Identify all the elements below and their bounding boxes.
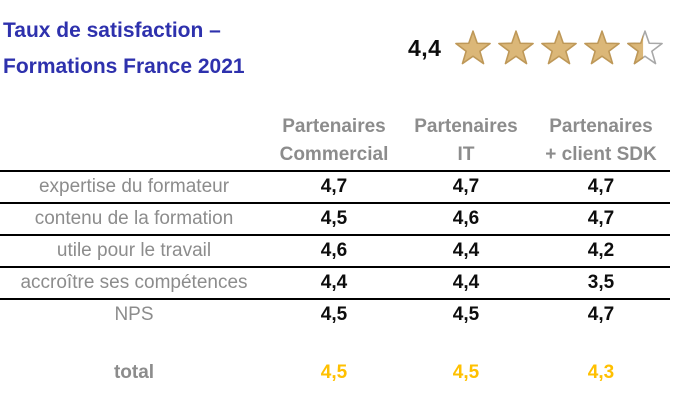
star-partial-icon — [627, 30, 664, 65]
row-value: 4,7 — [587, 176, 615, 197]
row-value: 4,4 — [452, 240, 480, 261]
column-header-line1: Partenaires — [414, 116, 518, 137]
star-full-icon — [498, 30, 535, 65]
row-label: contenu de la formation — [34, 208, 234, 229]
row-value: 4,5 — [320, 208, 348, 229]
row-value: 4,4 — [452, 272, 480, 293]
total-value: 4,5 — [452, 362, 480, 383]
total-value: 4,3 — [587, 362, 615, 383]
total-value: 4,5 — [320, 362, 348, 383]
total-label: total — [113, 362, 155, 383]
row-value: 4,4 — [320, 272, 348, 293]
row-value: 4,7 — [587, 208, 615, 229]
row-value: 4,5 — [320, 304, 348, 325]
table-row: expertise du formateur 4,7 4,7 4,7 — [0, 172, 670, 204]
column-header: Partenaires + client SDK — [532, 110, 670, 170]
row-label: NPS — [114, 304, 154, 325]
row-value: 3,5 — [587, 272, 615, 293]
star-full-icon — [455, 30, 492, 65]
page-title-line1: Taux de satisfaction – — [3, 19, 221, 42]
column-header-line2: + client SDK — [545, 144, 657, 165]
row-value: 4,5 — [452, 304, 480, 325]
row-label: utile pour le travail — [56, 240, 212, 261]
row-value: 4,7 — [320, 176, 348, 197]
table-row: NPS 4,5 4,5 4,7 — [0, 300, 670, 330]
table-spacer — [0, 330, 670, 357]
column-header-line2: Commercial — [279, 144, 389, 165]
row-value: 4,7 — [452, 176, 480, 197]
overall-rating: 4,4 — [408, 24, 664, 72]
page-title-line2: Formations France 2021 — [3, 55, 245, 78]
table-row: contenu de la formation 4,5 4,6 4,7 — [0, 204, 670, 236]
column-header-line1: Partenaires — [282, 116, 386, 137]
column-header: Partenaires Commercial — [268, 110, 400, 170]
header-empty-cell — [0, 110, 268, 170]
column-header-line1: Partenaires — [549, 116, 653, 137]
row-label: expertise du formateur — [38, 176, 230, 197]
table-row: utile pour le travail 4,6 4,4 4,2 — [0, 236, 670, 268]
satisfaction-table: Partenaires Commercial Partenaires IT Parten… — [0, 110, 670, 389]
star-full-icon — [584, 30, 621, 65]
row-value: 4,6 — [452, 208, 480, 229]
page-title: Taux de satisfaction – Formations France… — [3, 13, 245, 85]
star-rating-icons — [454, 29, 664, 67]
column-header: Partenaires IT — [400, 110, 532, 170]
row-value: 4,7 — [587, 304, 615, 325]
row-value: 4,2 — [587, 240, 615, 261]
table-row: accroître ses compétences 4,4 4,4 3,5 — [0, 268, 670, 300]
rating-value: 4,4 — [408, 34, 442, 61]
table-total-row: total 4,5 4,5 4,3 — [0, 357, 670, 389]
column-header-line2: IT — [457, 144, 475, 165]
star-full-icon — [541, 30, 578, 65]
table-header-row: Partenaires Commercial Partenaires IT Parten… — [0, 110, 670, 172]
row-label: accroître ses compétences — [20, 272, 248, 293]
row-value: 4,6 — [320, 240, 348, 261]
